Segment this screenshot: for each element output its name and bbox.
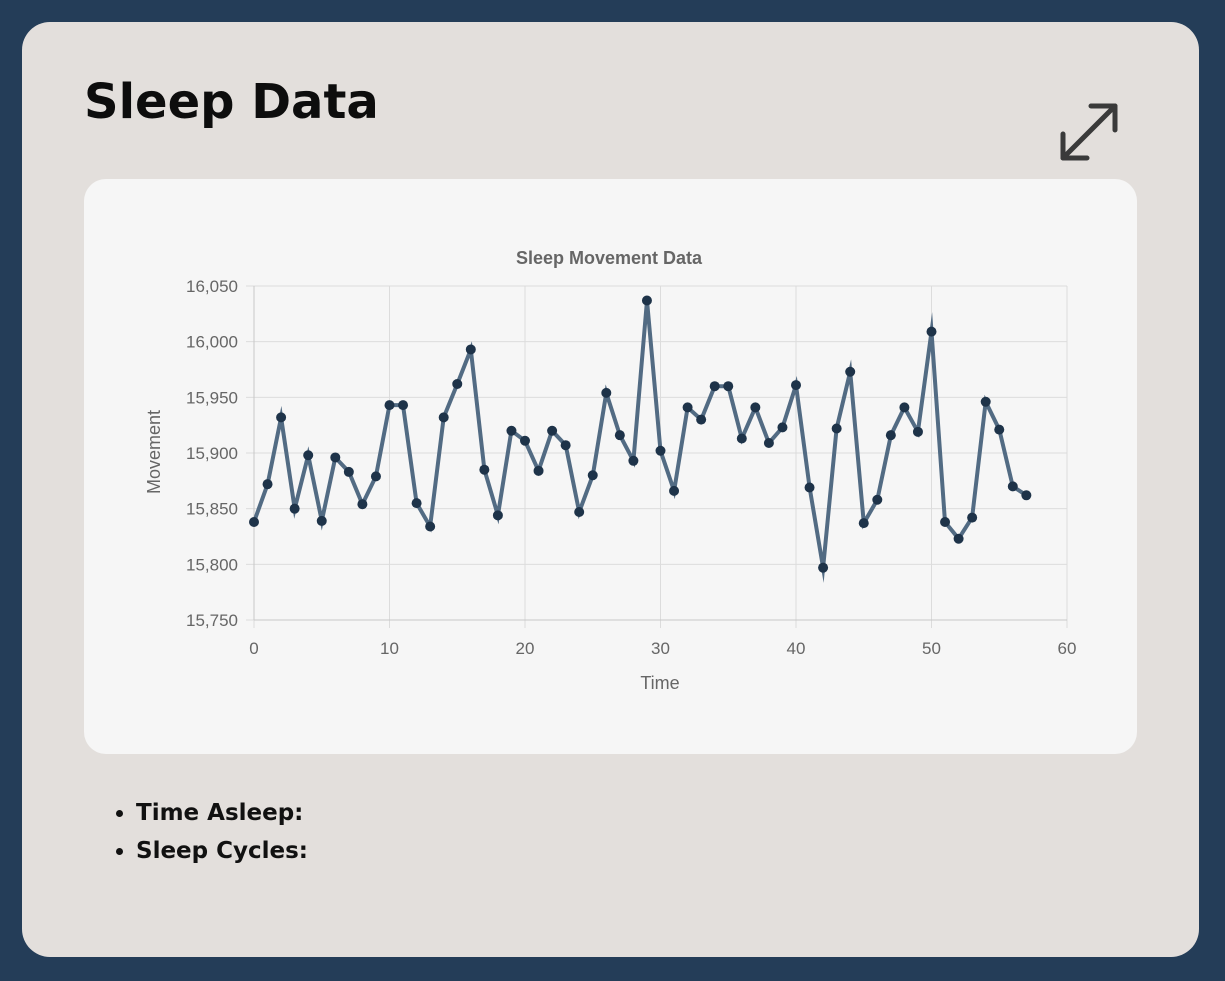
data-point[interactable] <box>574 507 585 518</box>
data-point[interactable] <box>560 440 571 451</box>
data-point[interactable] <box>750 402 761 413</box>
data-point[interactable] <box>926 326 937 337</box>
time-asleep-item: Time Asleep: <box>136 794 308 832</box>
data-point[interactable] <box>912 426 923 437</box>
data-point[interactable] <box>438 412 449 423</box>
data-point[interactable] <box>601 387 612 398</box>
y-tick-label: 15,850 <box>186 500 238 519</box>
data-point[interactable] <box>316 515 327 526</box>
data-point[interactable] <box>763 437 774 448</box>
x-tick-label: 10 <box>380 639 399 658</box>
data-point[interactable] <box>276 412 287 423</box>
data-point[interactable] <box>249 517 259 528</box>
y-tick-label: 15,900 <box>186 444 238 463</box>
data-point[interactable] <box>777 422 788 433</box>
series-layer <box>249 295 1032 583</box>
data-point[interactable] <box>628 455 639 466</box>
sleep-data-card: Sleep Data 15,750 15,800 15,850 15,900 15,95… <box>22 22 1199 957</box>
data-point[interactable] <box>655 445 666 456</box>
data-point[interactable] <box>723 381 734 392</box>
data-point[interactable] <box>289 503 300 514</box>
data-point[interactable] <box>682 402 693 413</box>
chart-panel: 15,750 15,800 15,850 15,900 15,950 16,000 16,0… <box>84 179 1137 754</box>
data-point[interactable] <box>506 425 517 436</box>
data-point[interactable] <box>899 402 910 413</box>
data-point[interactable] <box>1007 481 1018 492</box>
data-point[interactable] <box>303 450 314 461</box>
data-point[interactable] <box>330 452 341 463</box>
x-tick-label: 0 <box>249 639 258 658</box>
x-tick-label: 50 <box>922 639 941 658</box>
y-tick-label: 15,950 <box>186 388 238 407</box>
data-point[interactable] <box>953 533 964 544</box>
data-point[interactable] <box>669 485 680 496</box>
data-point[interactable] <box>533 465 544 476</box>
axis-layer: 15,750 15,800 15,850 15,900 15,950 16,000 16,0… <box>186 277 1076 658</box>
data-point[interactable] <box>818 562 829 573</box>
data-point[interactable] <box>520 435 530 446</box>
sleep-cycles-item: Sleep Cycles: <box>136 832 308 870</box>
data-point[interactable] <box>425 521 436 532</box>
data-point[interactable] <box>384 400 395 411</box>
y-tick-label: 15,800 <box>186 555 238 574</box>
y-tick-label: 16,050 <box>186 277 238 296</box>
data-point[interactable] <box>547 425 558 436</box>
grid-layer <box>246 285 1068 628</box>
data-point[interactable] <box>791 380 801 391</box>
data-point[interactable] <box>411 498 422 509</box>
data-point[interactable] <box>370 471 381 482</box>
page-title: Sleep Data <box>84 74 379 130</box>
y-tick-label: 16,000 <box>186 333 238 352</box>
data-point[interactable] <box>872 494 883 505</box>
data-point[interactable] <box>1021 490 1032 501</box>
data-point[interactable] <box>940 517 951 528</box>
data-point[interactable] <box>845 366 856 377</box>
data-point[interactable] <box>262 479 273 490</box>
y-tick-label: 15,750 <box>186 611 238 630</box>
data-point[interactable] <box>980 396 991 407</box>
data-point[interactable] <box>465 344 476 355</box>
data-point[interactable] <box>831 423 842 434</box>
data-point[interactable] <box>804 482 815 493</box>
chart-title: Sleep Movement Data <box>516 248 703 268</box>
sleep-movement-chart: 15,750 15,800 15,850 15,900 15,950 16,000 16,0… <box>144 248 1076 693</box>
data-point[interactable] <box>709 381 720 392</box>
sleep-stats-list: Time Asleep: Sleep Cycles: <box>114 794 308 870</box>
data-point[interactable] <box>885 430 896 441</box>
x-tick-label: 60 <box>1058 639 1077 658</box>
data-point[interactable] <box>614 430 625 441</box>
x-tick-label: 30 <box>651 639 670 658</box>
data-point[interactable] <box>357 499 368 510</box>
y-axis-label: Movement <box>144 410 164 494</box>
data-point[interactable] <box>343 466 354 477</box>
data-point[interactable] <box>696 414 707 425</box>
data-point[interactable] <box>736 433 747 444</box>
data-point[interactable] <box>641 295 652 306</box>
x-axis-label: Time <box>640 673 679 693</box>
data-point[interactable] <box>967 512 978 523</box>
data-point[interactable] <box>452 378 463 389</box>
data-point[interactable] <box>994 424 1005 435</box>
data-point[interactable] <box>398 400 409 411</box>
data-point[interactable] <box>492 510 503 521</box>
data-point[interactable] <box>479 464 490 475</box>
data-point[interactable] <box>858 518 869 529</box>
data-point[interactable] <box>587 470 598 481</box>
expand-arrows-icon[interactable] <box>1055 98 1123 166</box>
x-tick-label: 20 <box>516 639 535 658</box>
series-line <box>252 300 1028 583</box>
x-tick-label: 40 <box>787 639 806 658</box>
